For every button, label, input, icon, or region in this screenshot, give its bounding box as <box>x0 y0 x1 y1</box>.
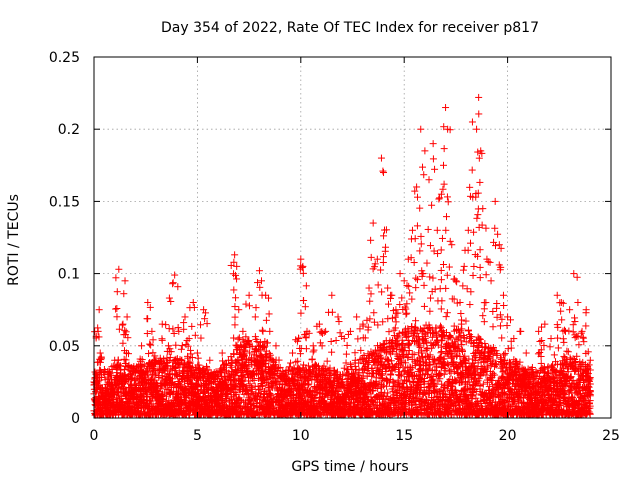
data-point <box>106 370 114 378</box>
data-point <box>107 371 115 379</box>
grid-lines <box>94 57 611 418</box>
data-points <box>90 93 594 419</box>
